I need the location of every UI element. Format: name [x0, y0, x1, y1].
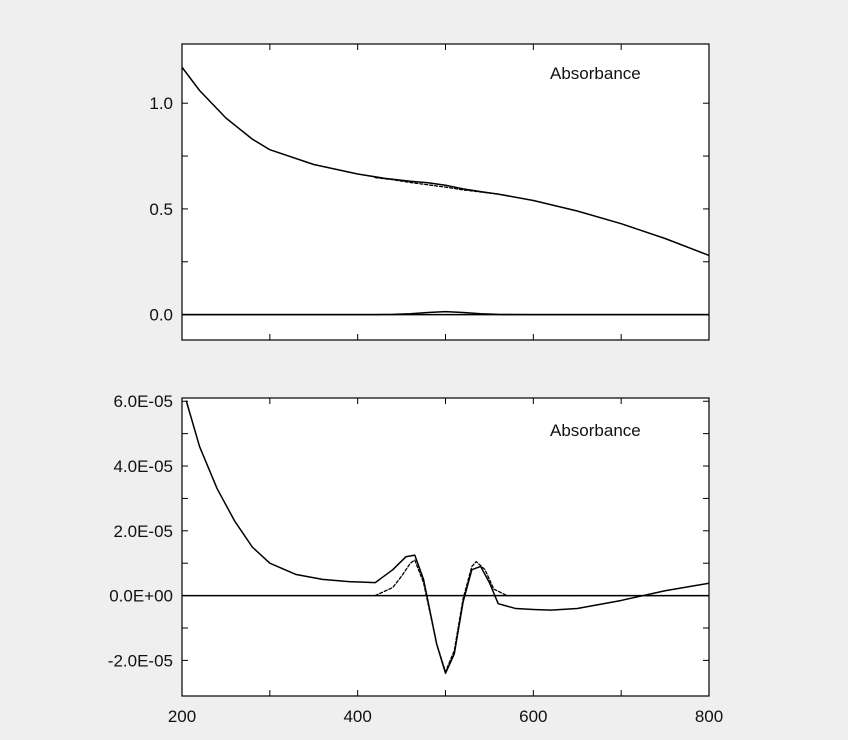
annotation-top: Absorbance	[550, 64, 641, 83]
plot-frame-bottom	[181, 397, 710, 697]
ticks-group-top: 0.0 0.5 1.0	[149, 44, 710, 340]
plot-area-bottom	[182, 398, 709, 696]
bottom-x-tick-label: 400	[343, 707, 371, 726]
top-y-tick-label: 0.5	[149, 200, 173, 219]
bottom-y-tick-label: 2.0E-05	[113, 522, 173, 541]
bottom-x-tick-label: 200	[168, 707, 196, 726]
top-y-tick-label: 1.0	[149, 94, 173, 113]
bottom-y-tick-label: 0.0E+00	[109, 587, 173, 606]
plot-area-top	[182, 44, 709, 340]
series-group-bottom	[182, 400, 709, 675]
chart-top: 0.0 0.5 1.0 Absorbance	[149, 43, 710, 341]
plot-frame-top	[181, 43, 710, 341]
top-series-1	[182, 66, 709, 257]
chart-bottom: 200 400 600 800 -2.0E-05 0.0E+00 2.0E-05 4.0E-0…	[108, 392, 723, 726]
ticks-group-bottom: 200 400 600 800 -2.0E-05 0.0E+00 2.0E-05 4.0E-0…	[108, 392, 723, 726]
annotation-bottom: Absorbance	[550, 421, 641, 440]
bottom-y-tick-label: -2.0E-05	[108, 651, 173, 670]
top-series-2-dashed	[374, 176, 499, 195]
bottom-x-tick-label: 600	[519, 707, 547, 726]
bottom-y-tick-label: 6.0E-05	[113, 392, 173, 411]
top-y-tick-label: 0.0	[149, 306, 173, 325]
bottom-y-tick-label: 4.0E-05	[113, 457, 173, 476]
bottom-x-tick-label: 800	[695, 707, 723, 726]
bottom-series-2-dashed	[374, 559, 709, 673]
series-group-top	[182, 66, 709, 316]
